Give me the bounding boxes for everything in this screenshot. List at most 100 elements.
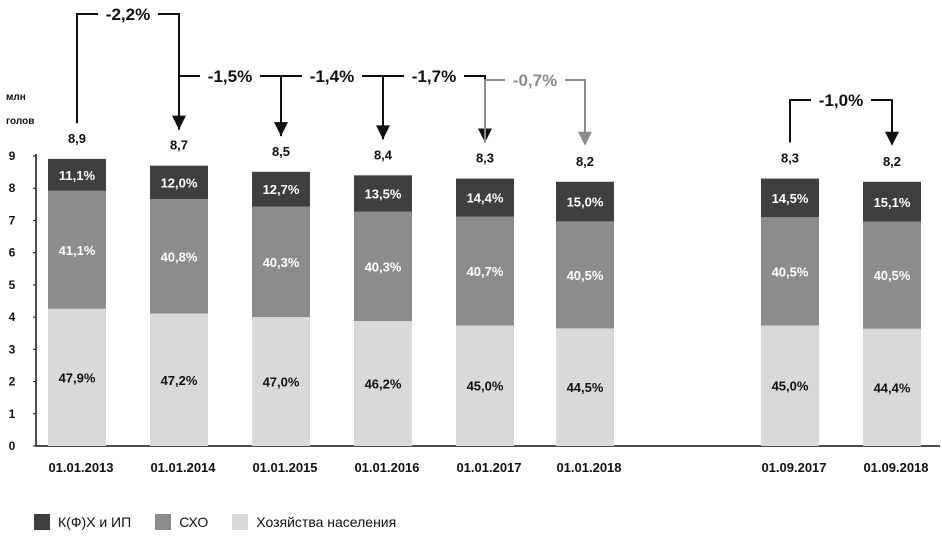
segment-label: 40,3%: [365, 259, 402, 274]
legend-item-households: Хозяйства населения: [232, 514, 396, 530]
bar-total-label: 8,3: [476, 151, 494, 166]
change-label: -1,7%: [412, 67, 456, 86]
bar-total-label: 8,2: [576, 154, 594, 169]
change-bracket-right: [565, 79, 586, 134]
segment-label: 46,2%: [365, 376, 402, 391]
y-tick-label: 3: [9, 342, 16, 356]
change-label: -1,0%: [819, 91, 863, 110]
bar-segment: [456, 216, 514, 326]
legend-swatch-sho: [155, 514, 172, 530]
x-category-label: 01.09.2017: [761, 460, 826, 475]
bar-segment: [863, 328, 921, 446]
change-bracket-right: [362, 75, 384, 128]
bar-total-label: 8,7: [170, 138, 188, 153]
y-tick-label: 0: [9, 439, 16, 453]
bar-total-label: 8,5: [272, 144, 290, 159]
bar-segment: [48, 190, 106, 309]
y-tick-label: 9: [9, 149, 16, 163]
legend-swatch-households: [232, 514, 249, 530]
change-label: -0,7%: [513, 71, 557, 90]
unit-label-line2: голов: [6, 116, 35, 127]
change-bracket-left: [484, 79, 505, 143]
segment-label: 45,0%: [772, 379, 809, 394]
change-bracket-left: [789, 99, 811, 143]
segment-label: 44,5%: [567, 380, 604, 395]
change-label: -2,2%: [106, 5, 150, 24]
bar-segment: [761, 325, 819, 446]
segment-label: 14,4%: [467, 191, 504, 206]
bar-segment: [150, 199, 208, 314]
change-bracket-right: [871, 99, 893, 134]
legend-item-sho: СХО: [155, 514, 208, 530]
bar-segment: [252, 171, 310, 207]
bar-segment: [456, 325, 514, 446]
change-bracket-left: [76, 13, 98, 124]
bar-total-label: 8,9: [68, 131, 86, 146]
segment-label: 40,5%: [567, 268, 604, 283]
legend-swatch-kfh: [34, 514, 50, 530]
x-category-label: 01.01.2015: [252, 460, 317, 475]
change-label: -1,5%: [208, 67, 252, 86]
x-category-label: 01.01.2017: [456, 460, 521, 475]
y-tick-label: 4: [9, 310, 16, 324]
segment-label: 45,0%: [467, 379, 504, 394]
segment-label: 47,0%: [263, 375, 300, 390]
bar-segment: [354, 175, 412, 212]
segment-label: 40,5%: [772, 264, 809, 279]
segment-label: 47,2%: [161, 373, 198, 388]
bar-segment: [556, 181, 614, 222]
legend-label-kfh: К(Ф)Х и ИП: [58, 514, 132, 530]
segment-label: 14,5%: [772, 191, 809, 206]
segment-label: 44,4%: [874, 380, 911, 395]
segment-label: 12,0%: [161, 175, 198, 190]
x-category-label: 01.01.2016: [354, 460, 419, 475]
segment-label: 11,1%: [59, 168, 96, 183]
change-label: -1,4%: [310, 67, 354, 86]
bar-segment: [456, 178, 514, 217]
x-category-label: 01.01.2018: [556, 460, 621, 475]
bar-segment: [354, 211, 412, 321]
bar-segment: [252, 317, 310, 446]
bar-segment: [761, 178, 819, 218]
y-tick-label: 6: [9, 246, 16, 260]
bar-segment: [863, 221, 921, 329]
x-category-label: 01.09.2018: [863, 460, 928, 475]
legend-item-kfh: К(Ф)Х и ИП: [34, 514, 131, 530]
bar-total-label: 8,2: [883, 154, 901, 169]
change-arrow-head: [578, 131, 592, 146]
bar-segment: [556, 328, 614, 446]
segment-label: 15,1%: [874, 195, 911, 210]
change-arrow-head: [885, 131, 899, 146]
change-bracket-right: [260, 75, 282, 125]
y-tick-label: 2: [9, 375, 16, 389]
segment-label: 40,8%: [161, 249, 198, 264]
legend-label-sho: СХО: [179, 514, 209, 530]
legend-label-households: Хозяйства населения: [256, 514, 397, 530]
x-category-label: 01.01.2013: [48, 460, 113, 475]
unit-label-line1: млн: [6, 92, 26, 103]
segment-label: 47,9%: [59, 370, 96, 385]
bar-segment: [556, 221, 614, 329]
change-bracket-left: [382, 75, 404, 140]
change-bracket-left: [178, 75, 200, 130]
segment-label: 41,1%: [59, 243, 96, 258]
bar-segment: [863, 181, 921, 222]
bar-segment: [48, 158, 106, 191]
segment-label: 40,3%: [263, 255, 300, 270]
bar-segment: [150, 313, 208, 446]
x-category-label: 01.01.2014: [150, 460, 216, 475]
y-tick-label: 8: [9, 181, 16, 195]
segment-label: 40,5%: [874, 268, 911, 283]
segment-label: 40,7%: [467, 264, 504, 279]
bar-total-label: 8,3: [781, 151, 799, 166]
segment-label: 12,7%: [263, 182, 300, 197]
bar-segment: [761, 217, 819, 326]
bar-segment: [48, 308, 106, 446]
y-tick-label: 5: [9, 278, 16, 292]
segment-label: 13,5%: [365, 187, 402, 202]
y-tick-label: 7: [9, 213, 16, 227]
y-tick-label: 1: [9, 407, 16, 421]
bar-segment: [252, 206, 310, 318]
segment-label: 15,0%: [567, 195, 604, 210]
